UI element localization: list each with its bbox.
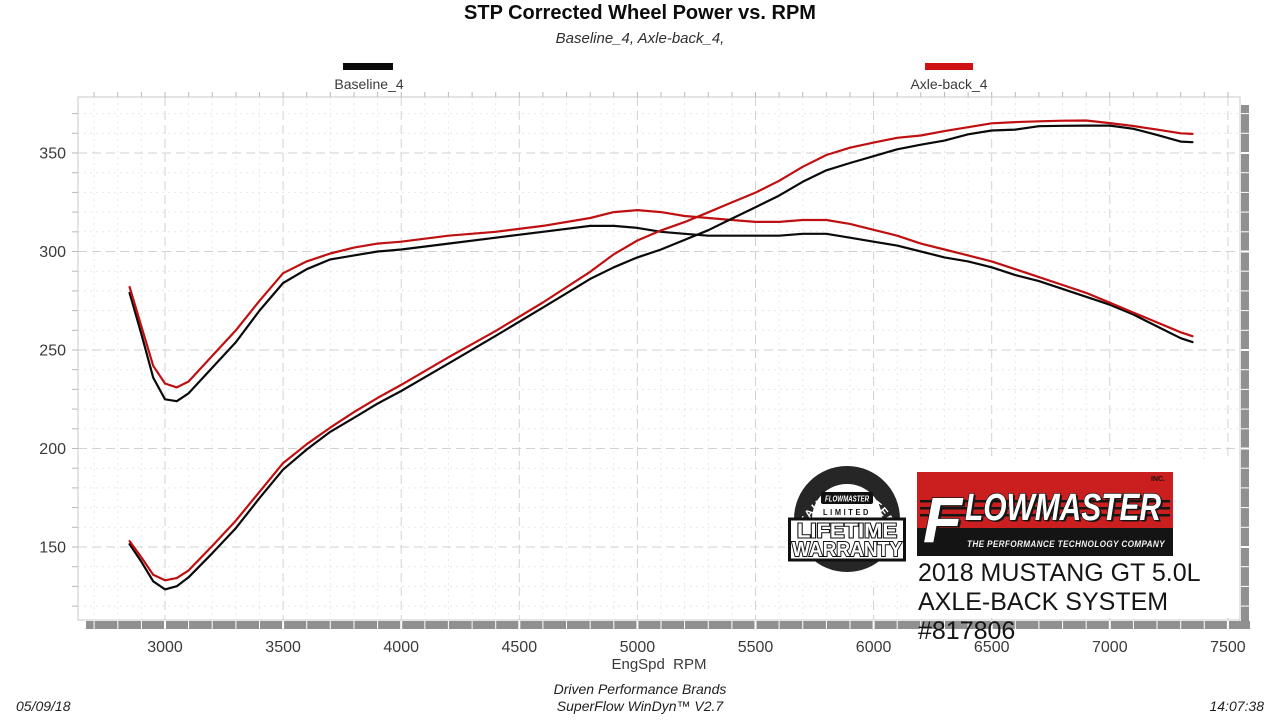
curve-axleback-torque (128, 209, 1194, 389)
logo-stripe (920, 507, 1170, 510)
legend-swatch-axleback (925, 63, 973, 70)
y-tick-label: 300 (39, 244, 66, 261)
badge-banner (788, 517, 906, 562)
logo-stripe (920, 514, 1170, 517)
logo-name-text: LOWMASTER (965, 487, 1161, 529)
x-tick-label: 3500 (265, 639, 301, 656)
y-tick-label: 250 (39, 343, 66, 360)
x-tick-label: 4000 (383, 639, 419, 656)
report-date: 05/09/18 (16, 698, 71, 714)
logo-name-shadow: LOWMASTER (967, 489, 1163, 531)
legend-label-baseline: Baseline_4 (334, 76, 404, 92)
badge-flowmaster-box (821, 492, 873, 504)
plot-shadow-bottom (86, 621, 1250, 629)
curve-baseline-torque (128, 224, 1194, 403)
x-tick-label: 6000 (856, 639, 892, 656)
y-tick-label: 150 (39, 540, 66, 557)
curve-baseline-power (128, 124, 1194, 591)
x-tick-label: 6500 (974, 639, 1010, 656)
x-tick-label: 7500 (1210, 639, 1246, 656)
logo-tagline: THE PERFORMANCE TECHNOLOGY COMPANY (967, 539, 1166, 550)
curve-axleback-power (128, 119, 1194, 582)
legend-swatch-baseline (343, 63, 393, 70)
footer-brand-line: Driven Performance Brands (553, 681, 727, 697)
x-tick-label: 7000 (1092, 639, 1128, 656)
plot-shadow-right (1241, 105, 1249, 629)
logo-stripe (920, 500, 1170, 503)
x-tick-label: 5000 (620, 639, 656, 656)
logo-f-shadow: F (926, 486, 967, 557)
logo-inc-text: INC. (1151, 476, 1165, 483)
page-subtitle: Baseline_4, Axle-back_4, (555, 30, 725, 47)
badge-warranty-text: WARRANTY (792, 539, 903, 561)
page-title: STP Corrected Wheel Power vs. RPM (464, 2, 816, 24)
lifetime-warranty-badge: STAINLESS STEEL FLOWMASTER LIMITED LIFET… (788, 466, 906, 572)
model-line-1: 2018 MUSTANG GT 5.0L (918, 559, 1201, 587)
x-tick-label: 4500 (502, 639, 538, 656)
footer-software-line: SuperFlow WinDyn™ V2.7 (556, 698, 724, 714)
y-tick-label: 350 (39, 146, 66, 163)
y-tick-label: 200 (39, 441, 66, 458)
report-time: 14:07:38 (1209, 698, 1265, 714)
model-line-2: AXLE-BACK SYSTEM #817806 (918, 588, 1169, 645)
badge-lifetime-text: LIFETIME (797, 521, 897, 543)
logo-black-band (917, 528, 1173, 556)
flowmaster-logo: F F LOWMASTER LOWMASTER INC. THE PERFORM… (917, 472, 1173, 556)
badge-flowmaster-text: FLOWMASTER (825, 495, 869, 504)
legend-label-axleback: Axle-back_4 (910, 76, 988, 92)
x-tick-label: 3000 (147, 639, 183, 656)
logo-f-letter: F (923, 484, 964, 556)
x-axis-title: EngSpd RPM (611, 656, 707, 673)
x-tick-label: 5500 (738, 639, 774, 656)
badge-limited-text: LIMITED (823, 507, 871, 517)
